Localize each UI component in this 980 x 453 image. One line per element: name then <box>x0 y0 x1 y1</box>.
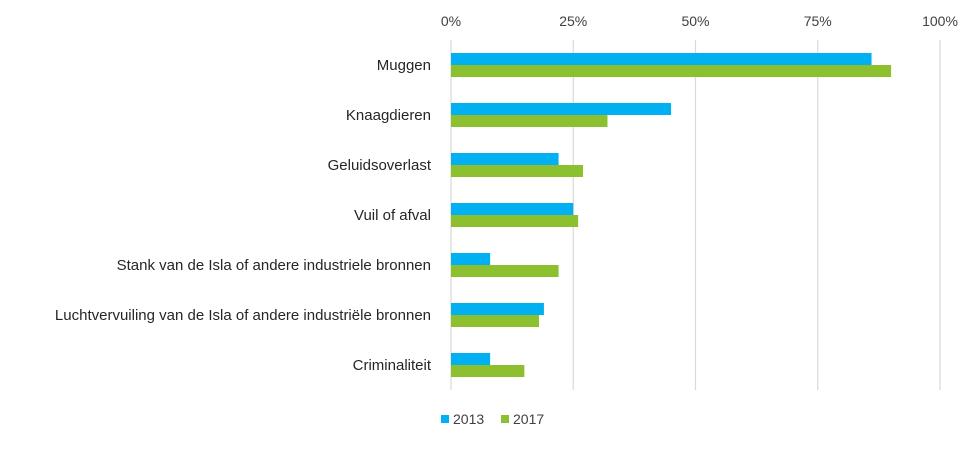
legend-swatch <box>441 415 449 423</box>
category-label: Muggen <box>377 57 431 74</box>
bar-2013 <box>451 153 559 165</box>
bar-2017 <box>451 265 559 277</box>
category-label: Vuil of afval <box>354 207 431 224</box>
bar-2017 <box>451 365 525 377</box>
bar-2017 <box>451 165 584 177</box>
x-tick-label: 25% <box>559 13 587 29</box>
bar-2017 <box>451 65 892 77</box>
x-tick-label: 0% <box>441 13 461 29</box>
legend-label: 2017 <box>513 411 544 427</box>
category-label: Geluidsoverlast <box>328 157 432 174</box>
legend-label: 2013 <box>453 411 484 427</box>
bar-2013 <box>451 203 574 215</box>
x-tick-label: 50% <box>681 13 709 29</box>
category-label: Criminaliteit <box>353 357 432 374</box>
x-tick-label: 100% <box>922 13 958 29</box>
bar-2013 <box>451 53 872 65</box>
category-label: Luchtvervuiling van de Isla of andere in… <box>55 307 431 324</box>
bar-2013 <box>451 353 491 365</box>
legend-swatch <box>501 415 509 423</box>
bar-2017 <box>451 315 540 327</box>
bar-2013 <box>451 303 544 315</box>
bar-2017 <box>451 115 608 127</box>
bar-2017 <box>451 215 579 227</box>
category-label: Stank van de Isla of andere industriele … <box>117 257 431 274</box>
x-tick-label: 75% <box>804 13 832 29</box>
bar-2013 <box>451 253 491 265</box>
bar-2013 <box>451 103 672 115</box>
category-label: Knaagdieren <box>346 107 431 124</box>
